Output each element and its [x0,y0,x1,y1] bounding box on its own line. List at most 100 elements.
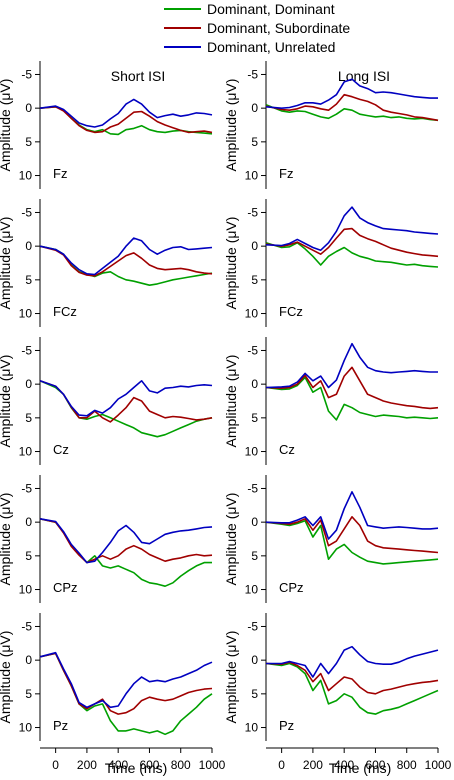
x-tick-label: 1000 [425,758,452,772]
y-tick-label: 5 [25,687,32,701]
series-line-dominant-unrelated [265,490,439,540]
panel-long-isi-fz: -5 0 5 10 Amplitude (μV) Fz [223,61,439,189]
x-axis-label-right: Time (ms) [329,760,391,776]
y-tick-label: 10 [19,583,33,597]
y-tick-label: 0 [25,653,32,667]
y-tick-label: -5 [247,481,258,495]
legend-label-1: Dominant, Subordinate [207,20,350,36]
y-tick-label: 0 [251,377,258,391]
y-tick-label: -5 [247,343,258,357]
panel-short-isi-cpz: -5 0 5 10 Amplitude (μV) CPz [0,475,213,603]
panel-long-isi-pz: -5 0 5 10 Amplitude (μV) Pz 0 200 400 600 800 1000 [223,613,452,772]
series-line-dominant-subordinate [265,227,439,258]
x-tick-label: 400 [334,758,354,772]
y-tick-label: 5 [251,549,258,563]
legend-label-2: Dominant, Unrelated [207,39,335,55]
electrode-label: Pz [53,718,68,733]
y-tick-label: -5 [21,619,32,633]
x-tick-label: 600 [139,758,159,772]
y-axis-label: Amplitude (μV) [223,493,239,586]
y-tick-label: 0 [25,239,32,253]
series-line-dominant-unrelated [39,651,213,709]
series-line-dominant-unrelated [266,645,439,678]
panel-long-isi-fcz: -5 0 5 10 Amplitude (μV) FCz [223,199,439,327]
series-line-dominant-subordinate [39,518,213,564]
column-title-short-isi: Short ISI [111,68,165,84]
y-axis-label: Amplitude (μV) [0,79,13,172]
series-line-dominant-unrelated [39,237,213,276]
series-line-dominant-unrelated [39,379,213,417]
series-line-dominant-subordinate [39,652,213,715]
y-tick-label: 0 [251,515,258,529]
y-axis-label: Amplitude (μV) [0,493,13,586]
y-axis-label: Amplitude (μV) [223,631,239,724]
electrode-label: Cz [53,442,69,457]
y-tick-label: 5 [251,411,258,425]
y-tick-label: -5 [21,67,32,81]
y-tick-label: 0 [25,377,32,391]
y-tick-label: -5 [247,205,258,219]
x-axis-label-left: Time (ms) [105,760,167,776]
y-tick-label: 10 [245,169,259,183]
series-line-dominant-unrelated [39,98,213,128]
series-line-dominant-subordinate [265,515,439,554]
series-line-dominant-unrelated [265,342,438,389]
y-tick-label: 10 [245,445,259,459]
series-line-dominant-subordinate [39,380,213,423]
series-line-dominant-unrelated [265,206,439,251]
y-tick-label: 0 [251,653,258,667]
y-tick-label: 0 [251,239,258,253]
y-tick-label: 0 [251,101,258,115]
electrode-label: Fz [53,166,67,181]
y-tick-label: 10 [19,445,33,459]
series-line-dominant-dominant [265,376,439,421]
electrode-label: FCz [53,304,77,319]
legend-label-0: Dominant, Dominant [207,1,335,17]
series-line-dominant-dominant [39,245,213,287]
y-axis-label: Amplitude (μV) [0,631,13,724]
panel-short-isi-cz: -5 0 5 10 Amplitude (μV) Cz [0,337,213,465]
series-line-dominant-unrelated [39,518,213,564]
x-tick-label: 400 [108,758,128,772]
y-tick-label: 10 [19,721,33,735]
y-tick-label: 10 [245,583,259,597]
y-tick-label: 10 [245,721,259,735]
electrode-label: Fz [279,166,293,181]
x-tick-label: 200 [77,758,97,772]
y-tick-label: -5 [247,619,258,633]
series-line-dominant-subordinate [265,366,439,410]
y-tick-label: 0 [25,515,32,529]
electrode-label: Pz [279,718,294,733]
y-axis-label: Amplitude (μV) [223,79,239,172]
panel-short-isi-fcz: -5 0 5 10 Amplitude (μV) FCz [0,199,213,327]
panel-short-isi-pz: -5 0 5 10 Amplitude (μV) Pz 0 200 400 600 800 1000 [0,613,226,772]
series-line-dominant-dominant [265,519,439,565]
y-axis-label: Amplitude (μV) [223,217,239,310]
panels: -5 0 5 10 Amplitude (μV) Fz -5 0 5 10 Amplitude (μ… [0,61,452,772]
y-tick-label: -5 [247,67,258,81]
y-tick-label: 5 [251,135,258,149]
y-tick-label: 5 [251,273,258,287]
panel-short-isi-fz: -5 0 5 10 Amplitude (μV) Fz [0,61,213,189]
y-axis-label: Amplitude (μV) [223,355,239,448]
electrode-label: CPz [53,580,78,595]
y-tick-label: 10 [19,307,33,321]
x-tick-label: 600 [365,758,385,772]
y-axis-label: Amplitude (μV) [0,217,13,310]
series-line-dominant-subordinate [265,93,439,122]
x-tick-label: 0 [52,758,59,772]
y-tick-label: 5 [25,135,32,149]
panel-long-isi-cpz: -5 0 5 10 Amplitude (μV) CPz [223,475,439,603]
series-line-dominant-dominant [39,518,212,588]
series-line-dominant-dominant [265,662,439,715]
y-tick-label: 10 [245,307,259,321]
series-line-dominant-subordinate [39,245,213,277]
y-tick-label: 5 [25,549,32,563]
series-line-dominant-dominant [265,242,439,268]
y-tick-label: -5 [21,205,32,219]
x-tick-label: 200 [303,758,323,772]
y-tick-label: 5 [25,273,32,287]
series-line-dominant-subordinate [265,661,439,695]
legend: Dominant, Dominant Dominant, Subordinate… [164,1,350,55]
